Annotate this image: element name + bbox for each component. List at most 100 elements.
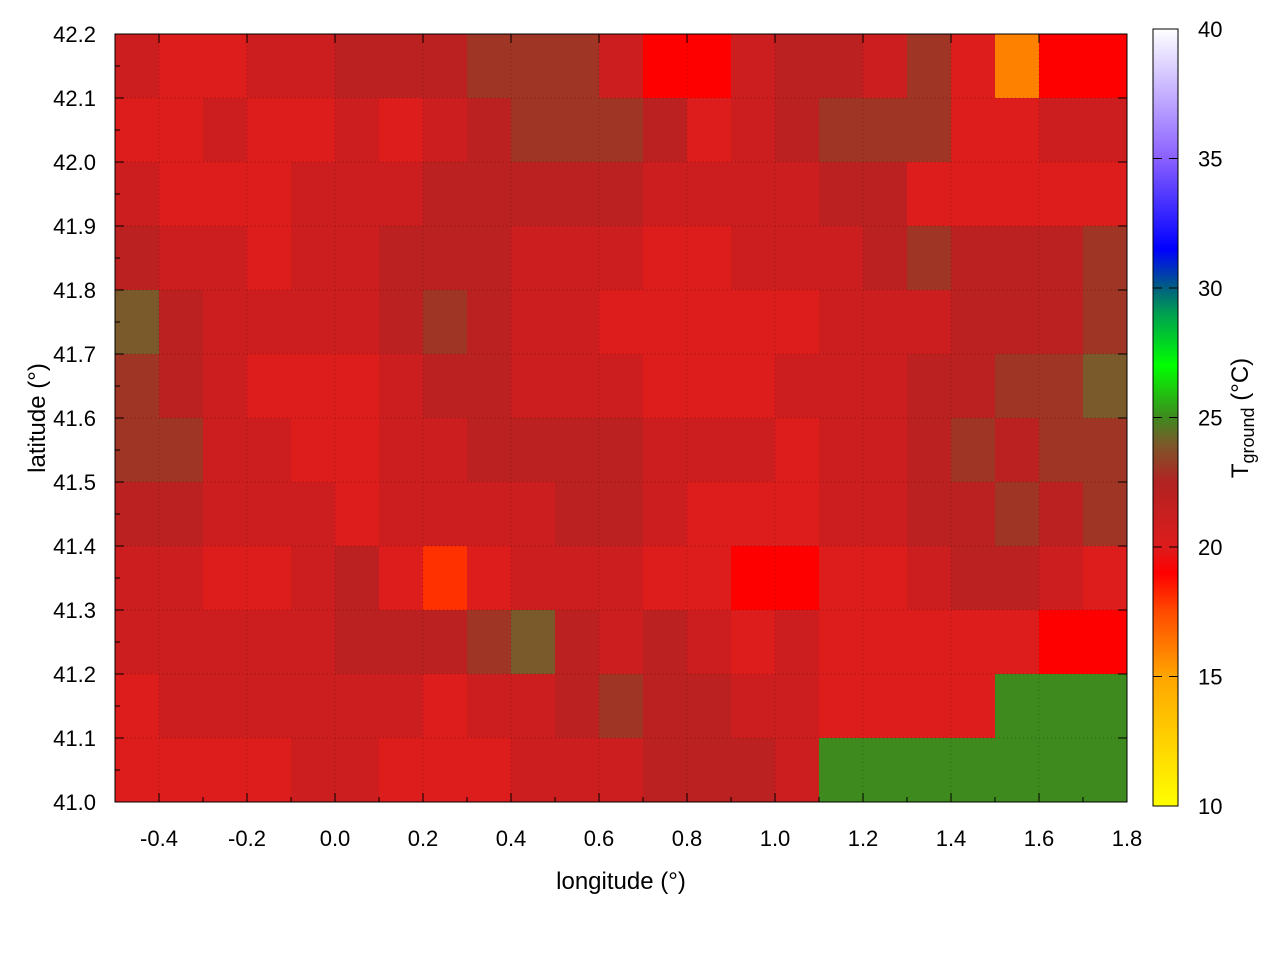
heatmap-cell (203, 290, 248, 355)
heatmap-cell (247, 34, 292, 99)
heatmap-cell (1083, 98, 1127, 163)
heatmap-cell (159, 34, 204, 99)
heatmap-cell (687, 482, 732, 547)
heatmap-cell (115, 482, 160, 547)
heatmap-cell (467, 290, 512, 355)
heatmap-cell (335, 418, 380, 483)
heatmap-cell (511, 162, 556, 227)
heatmap-cell (1039, 34, 1084, 99)
heatmap-cell (115, 610, 160, 675)
heatmap-cell (643, 482, 688, 547)
heatmap-cell (819, 354, 864, 419)
heatmap-cell (687, 34, 732, 99)
heatmap-cell (1039, 354, 1084, 419)
heatmap-cell (1039, 482, 1084, 547)
heatmap-cell (907, 98, 952, 163)
heatmap-cell (203, 610, 248, 675)
heatmap-cell (423, 546, 468, 611)
heatmap-cell (247, 546, 292, 611)
heatmap-cell (599, 546, 644, 611)
heatmap-cell (555, 34, 600, 99)
heatmap-cell (863, 162, 908, 227)
heatmap-cell (951, 98, 996, 163)
heatmap-cell (599, 34, 644, 99)
heatmap-cell (775, 98, 820, 163)
heatmap-cell (159, 738, 204, 802)
heatmap-cell (995, 738, 1040, 802)
heatmap-cell (335, 290, 380, 355)
heatmap-cell (423, 418, 468, 483)
heatmap-cell (1083, 290, 1127, 355)
heatmap-cell (819, 418, 864, 483)
heatmap-cells (115, 34, 1127, 802)
colorbar-tick-label: 10 (1198, 794, 1222, 819)
heatmap-cell (335, 674, 380, 739)
heatmap-cell (555, 162, 600, 227)
heatmap-cell (115, 290, 160, 355)
heatmap-cell (995, 610, 1040, 675)
heatmap-cell (775, 546, 820, 611)
heatmap-cell (379, 482, 424, 547)
heatmap-cell (555, 418, 600, 483)
y-tick-label: 41.7 (53, 342, 96, 367)
heatmap-cell (159, 482, 204, 547)
heatmap-cell (995, 546, 1040, 611)
heatmap-cell (775, 738, 820, 802)
heatmap-cell (555, 546, 600, 611)
heatmap-cell (995, 418, 1040, 483)
colorbar-tick-label: 40 (1198, 17, 1222, 42)
colorbar-label: Tground (°C) (1227, 358, 1258, 478)
heatmap-cell (511, 546, 556, 611)
heatmap-cell (599, 98, 644, 163)
heatmap-cell (335, 482, 380, 547)
heatmap-cell (995, 290, 1040, 355)
heatmap-cell (687, 98, 732, 163)
heatmap-cell (247, 354, 292, 419)
heatmap-cell (1039, 290, 1084, 355)
heatmap-cell (291, 674, 336, 739)
heatmap-cell (819, 546, 864, 611)
heatmap-cell (335, 162, 380, 227)
heatmap-cell (907, 162, 952, 227)
heatmap-cell (1083, 418, 1127, 483)
heatmap-cell (819, 226, 864, 291)
heatmap-cell (247, 162, 292, 227)
heatmap-cell (819, 290, 864, 355)
heatmap-cell (819, 34, 864, 99)
y-tick-label: 41.5 (53, 470, 96, 495)
x-tick-label: 0.8 (672, 826, 703, 851)
heatmap-cell (291, 546, 336, 611)
heatmap-cell (863, 674, 908, 739)
x-tick-label: 1.2 (848, 826, 879, 851)
y-tick-label: 42.1 (53, 86, 96, 111)
x-tick-label: 0.4 (496, 826, 527, 851)
heatmap-cell (951, 674, 996, 739)
heatmap-cell (511, 354, 556, 419)
colorbar-tick-label: 30 (1198, 276, 1222, 301)
heatmap-cell (335, 354, 380, 419)
heatmap-cell (291, 482, 336, 547)
heatmap-cell (159, 610, 204, 675)
heatmap-cell (555, 290, 600, 355)
heatmap-cell (247, 610, 292, 675)
y-tick-label: 41.4 (53, 534, 96, 559)
x-tick-label: -0.4 (140, 826, 178, 851)
heatmap-cell (1039, 674, 1084, 739)
heatmap-cell (203, 674, 248, 739)
heatmap-cell (335, 34, 380, 99)
heatmap-cell (1039, 610, 1084, 675)
heatmap-cell (951, 226, 996, 291)
heatmap-cell (115, 674, 160, 739)
heatmap-cell (1083, 546, 1127, 611)
heatmap-cell (423, 354, 468, 419)
heatmap-cell (291, 738, 336, 802)
heatmap-cell (995, 98, 1040, 163)
heatmap-cell (555, 674, 600, 739)
heatmap-cell (731, 34, 776, 99)
heatmap-cell (643, 738, 688, 802)
heatmap-cell (555, 354, 600, 419)
heatmap-cell (775, 34, 820, 99)
heatmap-cell (951, 418, 996, 483)
heatmap-cell (731, 98, 776, 163)
heatmap-cell (115, 546, 160, 611)
